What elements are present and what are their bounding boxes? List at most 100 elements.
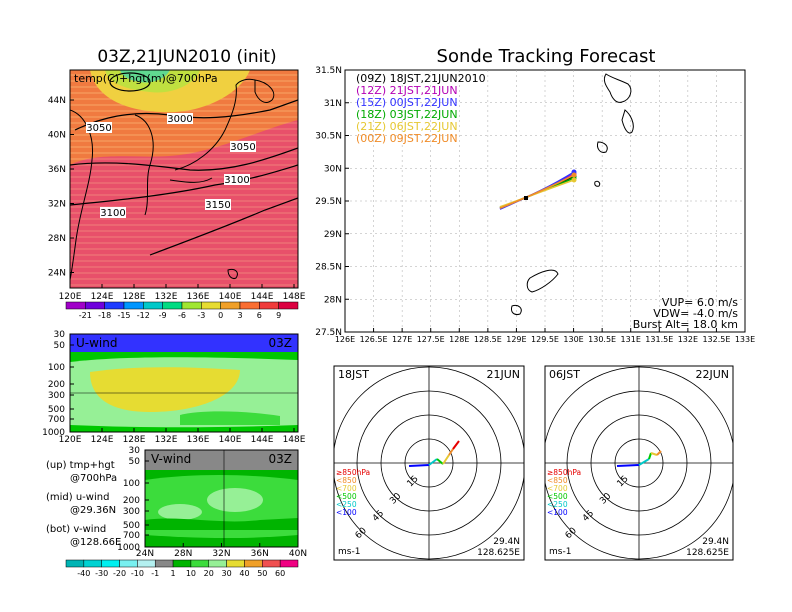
wind-colorbar-swatch bbox=[208, 559, 227, 568]
v-wind-pressure-tick-label: 30 bbox=[129, 446, 141, 456]
wind-colorbar-swatch bbox=[279, 559, 299, 568]
wind-colorbar-label: -10 bbox=[131, 569, 144, 578]
v-wind-lat-tick-label: 28N bbox=[174, 549, 192, 559]
map-lon-tick-label: 148E bbox=[283, 292, 306, 302]
u-wind-lon-tick-label: 128E bbox=[123, 435, 146, 445]
track-lat-tick-label: 30.5N bbox=[315, 132, 342, 142]
track-start-marker bbox=[524, 196, 528, 200]
v-wind-pressure-tick-label: 100 bbox=[123, 479, 140, 489]
track-end-marker bbox=[571, 172, 577, 178]
map-lon-axis: 120E 124E 128E 132E 136E 140E 144E 148E bbox=[59, 284, 306, 302]
map-contour-label-3100b: 3100 bbox=[100, 208, 125, 219]
wind-colorbar-label: 20 bbox=[204, 569, 214, 578]
track-lat-tick-label: 28N bbox=[324, 295, 342, 305]
hodograph-profile-segment bbox=[408, 464, 430, 467]
track-lon-tick-label: 128E bbox=[449, 335, 469, 344]
map-field-label: temp(C)+hgt(m)@700hPa bbox=[74, 72, 218, 85]
note-up-line2: @700hPa bbox=[70, 473, 117, 484]
note-up-line1: (up) tmp+hgt bbox=[46, 460, 115, 471]
hodograph-level-legend: <100 bbox=[547, 508, 568, 517]
u-wind-pressure-tick-label: 700 bbox=[48, 415, 65, 425]
map-contour-label-3000: 3000 bbox=[167, 114, 192, 125]
hodograph-profile-segment bbox=[428, 458, 438, 466]
temp-colorbar-label: -3 bbox=[197, 311, 205, 320]
track-lon-tick-label: 129.5E bbox=[531, 335, 559, 344]
track-legend: (09Z) 18JST,21JUN2010(12Z) 21JST,21JUN(1… bbox=[356, 72, 486, 145]
hodograph-level-legend: <250 bbox=[336, 500, 357, 509]
v-wind-lat-tick-label: 24N bbox=[136, 549, 154, 559]
wind-colorbar-label: 40 bbox=[239, 569, 249, 578]
map-lon-tick-label: 136E bbox=[187, 292, 210, 302]
track-lon-tick-label: 130.5E bbox=[588, 335, 616, 344]
track-lines bbox=[499, 169, 577, 210]
hodograph-profile-segment bbox=[656, 450, 662, 456]
map-lat-tick-label: 24N bbox=[48, 269, 66, 279]
temp-colorbar-swatch bbox=[104, 301, 125, 310]
v-wind-lat-tick-label: 40N bbox=[289, 549, 307, 559]
note-bot-line2: @128.66E bbox=[70, 537, 121, 548]
temp-colorbar-label: 9 bbox=[276, 311, 281, 320]
v-wind-lat-axis: 24N 28N 32N 36N 40N bbox=[136, 543, 307, 559]
track-lat-tick-label: 31N bbox=[324, 99, 342, 109]
temp-colorbar-swatch bbox=[85, 301, 105, 310]
map-lon-tick-label: 140E bbox=[219, 292, 242, 302]
temp-colorbar-label: -9 bbox=[159, 311, 167, 320]
v-wind-time: 03Z bbox=[269, 452, 293, 466]
hodograph-profile-segment bbox=[650, 452, 658, 456]
u-wind-section bbox=[70, 334, 298, 432]
wind-colorbar-label: -20 bbox=[113, 569, 126, 578]
map-lat-tick-label: 36N bbox=[48, 165, 66, 175]
hodograph-profile-segment bbox=[452, 440, 460, 450]
hodograph-profile-segment bbox=[638, 458, 650, 466]
temp-colorbar-swatch bbox=[181, 301, 202, 310]
wind-colorbar-label: 50 bbox=[257, 569, 267, 578]
v-wind-pressure-tick-label: 50 bbox=[129, 457, 141, 467]
track-lat-axis: 31.5N 31N 30.5N 30N 29.5N 29N 28.5N 28N 27.5N bbox=[315, 66, 349, 338]
hodograph-level-legend: <100 bbox=[336, 508, 357, 517]
hodograph-level-legend: <850 bbox=[547, 476, 568, 485]
hodograph-time: 06JST bbox=[549, 368, 580, 381]
hodograph-date: 21JUN bbox=[486, 368, 520, 381]
v-wind-pressure-tick-label: 700 bbox=[123, 531, 140, 541]
hodograph-profile-segment bbox=[648, 452, 652, 460]
u-wind-lon-tick-label: 140E bbox=[219, 435, 242, 445]
map-contour-label-3050b: 3050 bbox=[230, 142, 255, 153]
temp-colorbar-label: -15 bbox=[117, 311, 130, 320]
u-wind-time: 03Z bbox=[269, 336, 293, 350]
wind-colorbar-label: -30 bbox=[95, 569, 108, 578]
temp-colorbar-swatch bbox=[65, 301, 86, 310]
wind-colorbar-swatch bbox=[154, 559, 174, 568]
u-wind-lon-tick-label: 144E bbox=[251, 435, 274, 445]
track-info-vdw: VDW= -4.0 m/s bbox=[653, 307, 738, 320]
track-lat-tick-label: 29N bbox=[324, 230, 342, 240]
track-lat-tick-label: 30N bbox=[324, 164, 342, 174]
temp-colorbar-label: 0 bbox=[218, 311, 223, 320]
v-wind-pressure-tick-label: 500 bbox=[123, 521, 140, 531]
track-legend-entry: (12Z) 21JST,21JUN bbox=[356, 84, 458, 97]
hodograph-profile-segment bbox=[616, 464, 640, 467]
wind-colorbar-swatch bbox=[65, 559, 85, 568]
track-lon-tick-label: 128.5E bbox=[474, 335, 502, 344]
hodograph-level-legend: <500 bbox=[547, 492, 568, 501]
track-lon-tick-label: 127.5E bbox=[417, 335, 445, 344]
hodograph-level-legend: <250 bbox=[547, 500, 568, 509]
u-wind-pressure-tick-label: 1000 bbox=[42, 428, 65, 438]
wind-colorbar-label: 60 bbox=[275, 569, 285, 578]
hodograph-lat: 29.4N bbox=[702, 537, 729, 547]
temp-colorbar-swatch bbox=[239, 301, 260, 310]
u-wind-pressure-tick-label: 200 bbox=[48, 380, 65, 390]
track-end-marker bbox=[571, 177, 577, 183]
temp-colorbar-swatch bbox=[162, 301, 183, 310]
u-wind-pressure-tick-label: 500 bbox=[48, 405, 65, 415]
temperature-colorbar: -21 -18 -15 -12 -9 -6 -3 0 3 6 9 bbox=[65, 301, 299, 320]
temp-colorbar-label: -21 bbox=[79, 311, 92, 320]
u-wind-pressure-tick-label: 300 bbox=[48, 391, 65, 401]
note-bot-line1: (bot) v-wind bbox=[46, 524, 106, 535]
hodograph-lon: 128.625E bbox=[686, 548, 729, 558]
hodograph-level-legend: <500 bbox=[336, 492, 357, 501]
v-wind-section bbox=[145, 450, 298, 547]
v-wind-lat-tick-label: 36N bbox=[251, 549, 269, 559]
temp-colorbar-label: -18 bbox=[98, 311, 111, 320]
track-lon-tick-label: 129E bbox=[506, 335, 526, 344]
track-info-burst: Burst Alt= 18.0 km bbox=[633, 318, 738, 331]
